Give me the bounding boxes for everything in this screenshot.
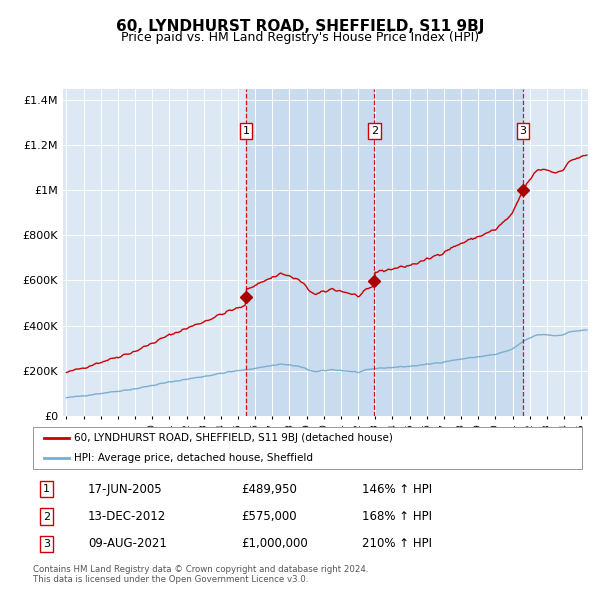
Text: 3: 3 <box>520 126 526 136</box>
Text: 09-AUG-2021: 09-AUG-2021 <box>88 537 167 550</box>
Text: 2: 2 <box>371 126 378 136</box>
Text: £575,000: £575,000 <box>242 510 297 523</box>
Text: This data is licensed under the Open Government Licence v3.0.: This data is licensed under the Open Gov… <box>33 575 308 584</box>
Text: 146% ↑ HPI: 146% ↑ HPI <box>362 483 433 496</box>
Text: 60, LYNDHURST ROAD, SHEFFIELD, S11 9BJ: 60, LYNDHURST ROAD, SHEFFIELD, S11 9BJ <box>116 19 484 34</box>
Text: 1: 1 <box>43 484 50 494</box>
Text: Price paid vs. HM Land Registry's House Price Index (HPI): Price paid vs. HM Land Registry's House … <box>121 31 479 44</box>
Bar <box>246 88 523 416</box>
Text: 1: 1 <box>242 126 250 136</box>
Text: £489,950: £489,950 <box>242 483 298 496</box>
Text: £1,000,000: £1,000,000 <box>242 537 308 550</box>
Text: 60, LYNDHURST ROAD, SHEFFIELD, S11 9BJ (detached house): 60, LYNDHURST ROAD, SHEFFIELD, S11 9BJ (… <box>74 433 393 443</box>
Text: 168% ↑ HPI: 168% ↑ HPI <box>362 510 433 523</box>
Text: 2: 2 <box>43 512 50 522</box>
Text: 3: 3 <box>43 539 50 549</box>
Text: 210% ↑ HPI: 210% ↑ HPI <box>362 537 433 550</box>
Text: 17-JUN-2005: 17-JUN-2005 <box>88 483 163 496</box>
Text: HPI: Average price, detached house, Sheffield: HPI: Average price, detached house, Shef… <box>74 453 313 463</box>
Text: Contains HM Land Registry data © Crown copyright and database right 2024.: Contains HM Land Registry data © Crown c… <box>33 565 368 574</box>
Text: 13-DEC-2012: 13-DEC-2012 <box>88 510 166 523</box>
